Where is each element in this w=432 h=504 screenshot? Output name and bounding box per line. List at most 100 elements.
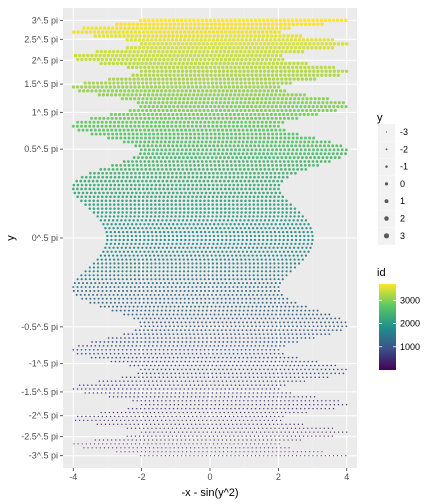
point: [125, 286, 128, 289]
point: [211, 199, 214, 203]
point: [178, 97, 182, 101]
point: [204, 297, 207, 300]
point: [264, 226, 267, 230]
point: [145, 258, 148, 261]
point: [243, 337, 245, 339]
point: [250, 148, 254, 152]
point: [167, 329, 170, 332]
point: [295, 250, 298, 253]
point: [279, 313, 282, 316]
point: [155, 160, 159, 163]
point: [241, 112, 245, 116]
point: [93, 171, 96, 175]
point: [251, 101, 255, 105]
point: [299, 360, 301, 363]
point: [295, 105, 299, 109]
point: [255, 309, 258, 312]
point: [227, 156, 230, 159]
point: [188, 223, 191, 226]
point: [250, 380, 252, 382]
point: [305, 431, 307, 433]
point: [167, 415, 169, 418]
point: [253, 388, 255, 390]
point: [267, 136, 271, 140]
point: [327, 427, 329, 429]
point: [261, 183, 264, 187]
point: [200, 191, 204, 195]
point: [275, 407, 277, 410]
point: [218, 431, 221, 433]
point: [240, 144, 244, 148]
point: [320, 407, 322, 410]
point: [146, 207, 149, 210]
point: [256, 423, 258, 425]
point: [92, 266, 96, 269]
point: [298, 112, 302, 116]
point: [203, 195, 207, 199]
point: [133, 85, 137, 89]
point: [267, 419, 269, 422]
point: [246, 132, 250, 136]
point: [342, 431, 344, 433]
point: [164, 455, 166, 457]
point: [164, 309, 167, 312]
point: [186, 431, 188, 433]
point-row: [122, 160, 331, 163]
point: [231, 179, 234, 183]
point: [191, 388, 194, 390]
point: [201, 164, 205, 167]
point: [249, 191, 253, 195]
point: [216, 348, 218, 351]
point: [249, 93, 253, 97]
point: [257, 301, 260, 304]
point: [213, 282, 216, 285]
point: [269, 266, 272, 269]
point: [249, 427, 252, 429]
point: [110, 250, 113, 253]
point: [110, 238, 113, 242]
point: [229, 282, 232, 285]
point: [157, 411, 160, 414]
point: [258, 116, 262, 120]
point: [97, 183, 100, 187]
point: [151, 250, 154, 253]
point: [204, 93, 208, 97]
point: [258, 160, 262, 163]
point: [145, 411, 147, 414]
point: [261, 286, 264, 289]
point: [297, 376, 300, 379]
point: [130, 435, 132, 437]
point: [169, 451, 171, 453]
point: [292, 337, 295, 339]
point: [152, 384, 155, 386]
point: [131, 116, 135, 120]
point: [151, 329, 154, 332]
point: [120, 451, 122, 453]
point: [171, 152, 175, 156]
point: [223, 156, 226, 159]
point: [158, 286, 161, 289]
point: [117, 171, 121, 175]
point: [253, 427, 256, 429]
point: [283, 167, 287, 171]
point: [308, 309, 311, 312]
point: [148, 384, 151, 386]
point: [80, 352, 83, 355]
point: [204, 250, 208, 253]
point: [203, 230, 207, 234]
point: [243, 293, 246, 296]
point: [149, 226, 152, 230]
point: [255, 325, 258, 328]
point: [326, 364, 328, 367]
point: [161, 97, 165, 101]
point: [255, 400, 257, 402]
point: [263, 400, 266, 402]
point: [178, 258, 181, 261]
point: [280, 219, 283, 222]
point: [199, 144, 203, 148]
point: [192, 282, 195, 285]
point: [304, 455, 306, 457]
point: [336, 105, 340, 109]
point: [278, 140, 282, 144]
point: [117, 392, 119, 394]
